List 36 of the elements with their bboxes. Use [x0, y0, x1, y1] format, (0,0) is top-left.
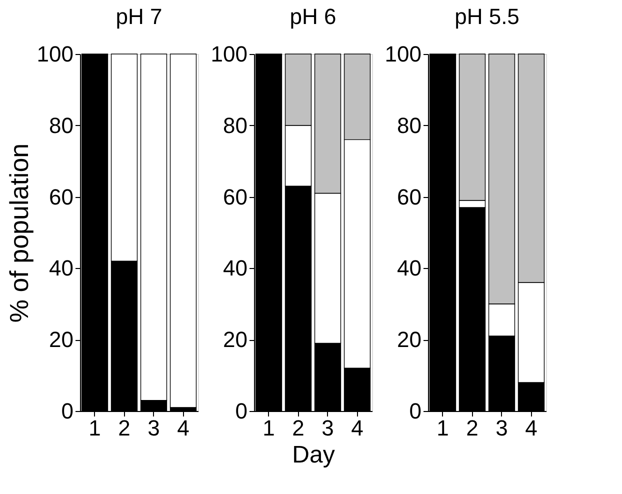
y-tick-label: 40 [223, 256, 248, 281]
y-axis-title: % of population [4, 143, 34, 323]
y-tick-label: 100 [36, 42, 74, 66]
y-tick-label: 40 [49, 256, 74, 281]
y-tick-label: 0 [235, 398, 248, 424]
x-tick-label: 1 [436, 416, 449, 440]
x-tick-label: 4 [525, 416, 538, 440]
chart-title: pH 7 [116, 4, 162, 29]
y-tick-label: 60 [223, 184, 248, 210]
y-tick-label: 60 [49, 184, 74, 210]
x-axis-title: Day [292, 442, 335, 468]
x-tick-label: 2 [292, 416, 304, 440]
x-tick-label: 3 [322, 416, 334, 440]
y-tick-label: 100 [384, 42, 422, 66]
x-tick-label: 4 [177, 416, 190, 440]
x-tick-label: 2 [466, 416, 478, 440]
x-tick-label: 4 [351, 416, 364, 440]
x-tick-label: 3 [148, 416, 160, 440]
bar [170, 54, 197, 408]
x-tick-label: 1 [262, 416, 275, 440]
y-tick-label: 80 [397, 112, 422, 138]
chart-title: pH 6 [290, 4, 336, 29]
y-tick-label: 20 [397, 327, 422, 352]
y-tick-label: 20 [49, 327, 74, 352]
y-tick-label: 80 [223, 112, 248, 138]
chart-title: pH 5.5 [454, 4, 520, 29]
x-tick-label: 1 [88, 416, 101, 440]
y-tick-label: 40 [397, 256, 422, 281]
x-tick-label: 3 [496, 416, 508, 440]
y-tick-label: 0 [61, 398, 74, 424]
y-tick-label: 100 [210, 42, 248, 66]
x-tick-label: 2 [118, 416, 130, 440]
y-tick-label: 20 [223, 327, 248, 352]
y-tick-label: 0 [409, 398, 422, 424]
y-tick-label: 60 [397, 184, 422, 210]
y-tick-label: 80 [49, 112, 74, 138]
